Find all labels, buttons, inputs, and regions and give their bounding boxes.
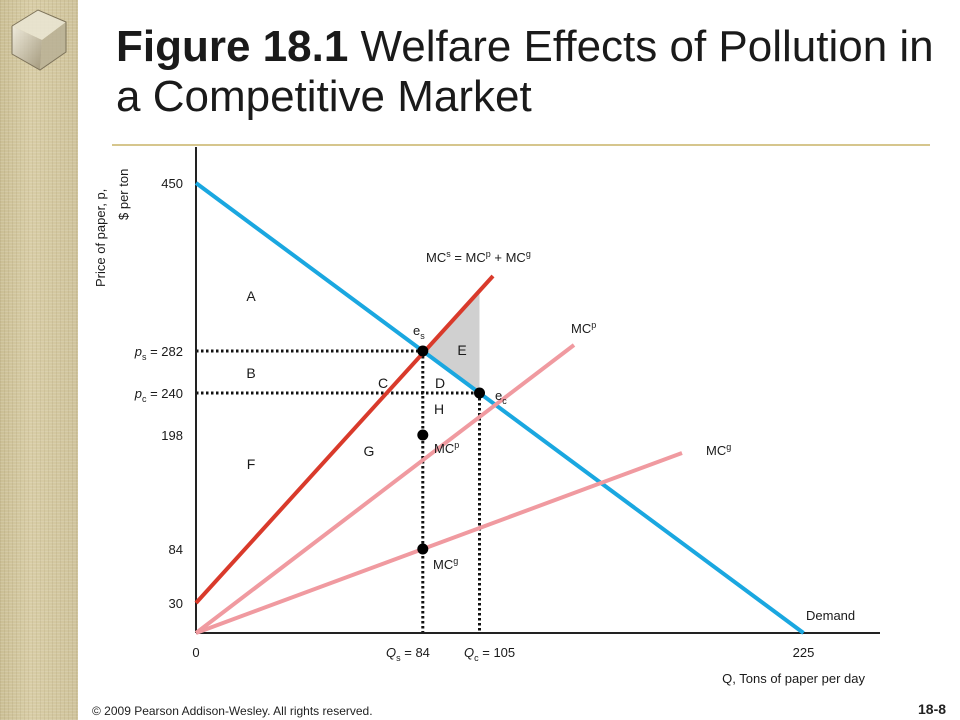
point-label-ec: ec [495,388,507,406]
curve-label-mcg-point: MCg [433,556,458,572]
y-axis-title-line1: Price of paper, p, [93,189,108,287]
area-label-c: C [378,375,388,391]
page-number: 18-8 [918,701,947,717]
y-tick-label: 450 [161,176,183,191]
point-mcg [417,543,429,555]
demand-line [194,181,805,635]
point-ec [474,387,485,399]
x-tick-label: 225 [793,645,815,660]
price-label-pc: pc = 240 [134,386,183,404]
point-mcp [417,429,429,441]
price-label-ps: ps = 282 [134,344,183,362]
curve-label-mcg-end: MCg [706,442,731,458]
x-tick-label: 0 [192,645,199,660]
area-label-f: F [247,456,256,472]
point-label-es: es [413,323,425,341]
area-label-b: B [246,365,255,381]
curve-label-mcs: MCs = MCp + MCg [426,249,531,265]
title-text: Welfare Effects of Pollution in a Compet… [116,22,934,121]
y-axis-title-line2: $ per ton [116,169,131,220]
quantity-label-qc: Qc = 105 [464,645,515,663]
curve-label-mcp-point: MCp [434,440,459,456]
mcs-line [194,274,495,605]
area-e-shading [422,288,480,393]
quantity-label-qs: Qs = 84 [386,645,430,663]
copyright-footer: © 2009 Pearson Addison-Wesley. All right… [92,704,373,718]
area-label-g: G [364,443,375,459]
area-label-d: D [435,375,445,391]
glass-cube-icon [11,9,67,71]
curve-label-mcp-end: MCp [571,320,596,336]
area-label-a: A [246,288,256,304]
slide-title: Figure 18.1 Welfare Effects of Pollution… [116,22,936,122]
figure-number: Figure 18.1 [116,22,349,71]
area-label-e: E [457,342,466,358]
area-label-h: H [434,401,444,417]
title-divider [112,144,930,146]
decorative-sidebar [0,0,78,720]
mcp-line [194,343,576,635]
curve-label-demand: Demand [806,608,855,623]
y-tick-label: 30 [169,596,183,611]
point-es [417,345,429,357]
x-axis-title: Q, Tons of paper per day [722,671,865,686]
mcg-line [195,451,683,635]
y-tick-label: 198 [161,428,183,443]
y-tick-label: 84 [169,542,183,557]
